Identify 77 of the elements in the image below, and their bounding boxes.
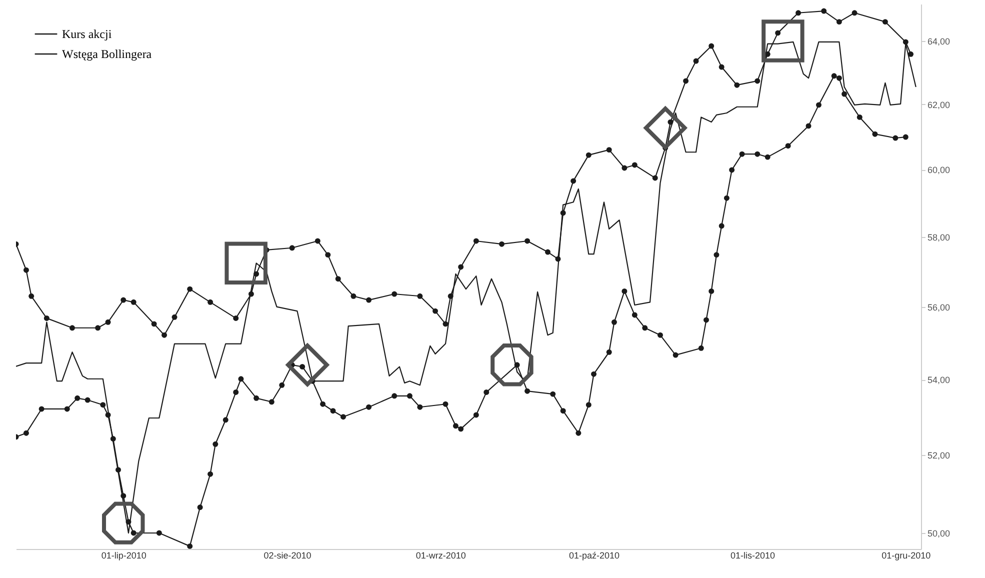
point <box>442 321 448 327</box>
point <box>248 291 254 297</box>
point <box>130 299 136 305</box>
legend-label: Kurs akcji <box>62 27 112 41</box>
x-tick-label: 02-sie-2010 <box>264 550 312 560</box>
y-tick-label: 54,00 <box>928 375 950 386</box>
point <box>490 344 534 386</box>
point <box>432 308 438 314</box>
point <box>28 293 34 299</box>
point <box>254 271 260 277</box>
point <box>668 119 674 125</box>
point <box>902 39 908 45</box>
point <box>314 238 320 244</box>
point <box>448 293 454 299</box>
x-tick-label: 01-paź-2010 <box>568 550 620 560</box>
point <box>644 106 687 150</box>
point <box>224 242 268 285</box>
point <box>836 19 842 25</box>
point <box>775 30 781 36</box>
y-tick-label: 52,00 <box>928 450 950 460</box>
point <box>151 321 157 327</box>
point <box>286 344 329 386</box>
x-tick-label: 01-lis-2010 <box>730 550 776 560</box>
point <box>162 332 168 338</box>
legend-label: Wstęga Bollingera <box>62 47 152 61</box>
y-tick-label: 62,00 <box>928 100 950 110</box>
point <box>570 178 576 184</box>
point <box>392 291 398 297</box>
point <box>473 238 479 244</box>
point <box>555 256 561 262</box>
point <box>708 43 714 49</box>
point <box>325 252 331 258</box>
point <box>652 175 658 181</box>
point <box>821 8 827 14</box>
point <box>606 147 612 153</box>
point <box>458 264 464 270</box>
point <box>882 19 888 25</box>
point <box>693 58 699 64</box>
y-tick-label: 56,00 <box>928 302 950 313</box>
x-tick-label: 01-wrz-2010 <box>416 550 466 560</box>
x-tick-label: 01-lip-2010 <box>101 550 146 560</box>
point <box>632 162 638 168</box>
point <box>70 325 75 331</box>
point <box>852 10 858 16</box>
point <box>586 152 592 158</box>
point <box>560 210 566 216</box>
point <box>366 297 372 303</box>
point <box>762 20 804 62</box>
point <box>335 276 341 282</box>
y-tick-label: 50,00 <box>928 528 950 538</box>
point <box>289 245 295 251</box>
point <box>350 293 356 299</box>
point <box>187 286 193 292</box>
point <box>172 314 178 320</box>
point <box>44 315 50 321</box>
point <box>754 78 760 84</box>
point <box>120 297 126 303</box>
point <box>102 502 145 544</box>
point <box>95 325 101 331</box>
point <box>208 299 214 305</box>
y-tick-label: 60,00 <box>928 165 950 176</box>
point <box>417 293 423 299</box>
x-tick-label: 01-gru-2010 <box>882 550 931 560</box>
point <box>734 82 740 88</box>
point <box>498 241 504 247</box>
point <box>683 78 689 84</box>
point <box>23 267 29 273</box>
y-tick-label: 64,00 <box>928 36 950 47</box>
point <box>524 238 530 244</box>
point <box>545 249 550 255</box>
point <box>718 64 724 70</box>
point <box>105 319 111 325</box>
point <box>233 315 239 321</box>
point <box>622 165 628 171</box>
y-tick-label: 58,00 <box>928 232 950 243</box>
point <box>908 51 914 57</box>
point <box>796 10 802 16</box>
